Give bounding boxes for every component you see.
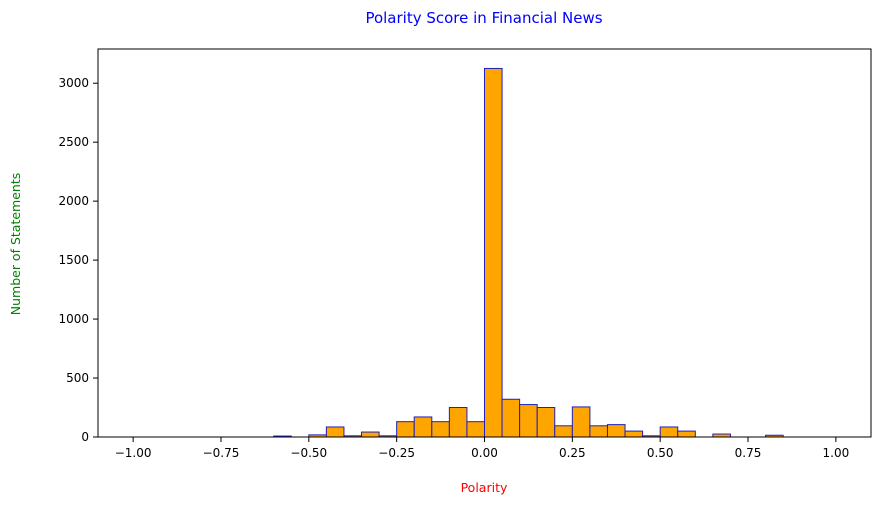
y-tick-label: 3000 bbox=[58, 76, 89, 90]
x-tick-label: 1.00 bbox=[823, 446, 850, 460]
x-tick-label: −0.25 bbox=[378, 446, 415, 460]
histogram-bar bbox=[361, 431, 380, 438]
histogram-bar bbox=[519, 404, 538, 438]
y-axis: 0 500 1000 1500 2000 2500 3000 bbox=[58, 76, 98, 444]
y-tick-label: 1000 bbox=[58, 312, 89, 326]
y-tick-label: 500 bbox=[66, 371, 89, 385]
x-tick-label: 0.25 bbox=[559, 446, 586, 460]
y-axis-label: Number of Statements bbox=[8, 173, 23, 316]
y-tick-label: 2500 bbox=[58, 135, 89, 149]
histogram-bar bbox=[536, 407, 556, 438]
x-tick-label: 0.75 bbox=[735, 446, 762, 460]
histogram-bar bbox=[659, 426, 679, 438]
histogram-bar bbox=[606, 424, 626, 438]
chart-title: Polarity Score in Financial News bbox=[365, 9, 602, 27]
histogram-bar bbox=[624, 430, 644, 438]
histogram-bar bbox=[484, 67, 503, 438]
histogram-bar bbox=[554, 425, 573, 438]
x-axis: −1.00 −0.75 −0.50 −0.25 0.00 0.25 0.50 0.75 1.00 bbox=[115, 437, 849, 460]
histogram-bar bbox=[431, 421, 450, 438]
histogram-bar bbox=[325, 426, 345, 438]
x-axis-label: Polarity bbox=[461, 480, 508, 495]
y-tick-label: 2000 bbox=[58, 194, 89, 208]
histogram-bar bbox=[448, 407, 468, 438]
y-tick-label: 0 bbox=[81, 430, 89, 444]
x-tick-label: 0.50 bbox=[647, 446, 674, 460]
histogram-bar bbox=[466, 421, 486, 438]
histogram-bar bbox=[677, 430, 696, 438]
bars-group bbox=[273, 67, 784, 438]
histogram-bar bbox=[413, 416, 433, 438]
histogram-bar bbox=[396, 421, 415, 438]
histogram-bar bbox=[501, 398, 521, 438]
x-tick-label: −1.00 bbox=[115, 446, 152, 460]
x-tick-label: −0.75 bbox=[203, 446, 240, 460]
x-tick-label: 0.00 bbox=[471, 446, 498, 460]
x-tick-label: −0.50 bbox=[290, 446, 327, 460]
histogram-bar bbox=[571, 406, 591, 438]
y-tick-label: 1500 bbox=[58, 253, 89, 267]
histogram-bar bbox=[589, 425, 608, 438]
